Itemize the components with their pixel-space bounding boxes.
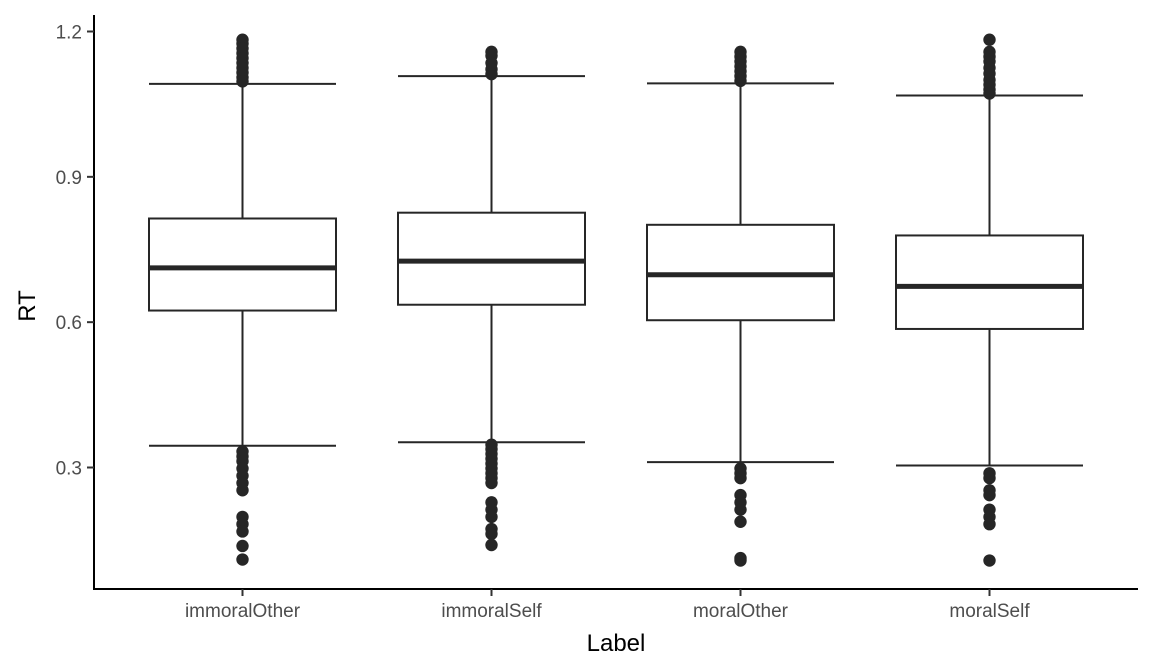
box-moralOther [646, 45, 835, 567]
x-axis-title: Label [587, 630, 646, 657]
y-tick-label: 0.6 [56, 313, 82, 334]
outlier-point [485, 538, 498, 552]
outlier-point [983, 517, 996, 531]
outlier-point [983, 87, 996, 100]
outlier-point [236, 525, 249, 538]
outlier-point [236, 553, 249, 566]
outlier-point [485, 67, 498, 81]
outlier-point [485, 476, 498, 490]
outlier-point [485, 510, 498, 524]
outlier-point [983, 488, 996, 502]
outlier-point [236, 75, 249, 88]
x-tick-label: immoralSelf [441, 601, 542, 622]
outlier-point [734, 74, 747, 88]
outlier-point [734, 554, 747, 567]
iqr-box [895, 234, 1084, 330]
x-tick-label: moralSelf [949, 601, 1030, 622]
iqr-box [148, 217, 337, 312]
x-tick-label: immoralOther [185, 601, 301, 622]
outlier-point [236, 539, 249, 553]
y-tick-label: 1.2 [56, 23, 82, 44]
outlier-point [983, 554, 996, 567]
outlier-point [983, 471, 996, 485]
y-axis-title: RT [14, 290, 41, 322]
outlier-point [734, 515, 747, 528]
boxes-layer [148, 33, 1084, 567]
box-immoralOther [148, 33, 337, 566]
box-moralSelf [895, 33, 1084, 567]
box-immoralSelf [397, 45, 586, 552]
outlier-point [983, 33, 996, 46]
x-tick-label: moralOther [693, 601, 789, 622]
outlier-point [734, 471, 747, 485]
axes-layer [93, 15, 1138, 590]
y-tick-label: 0.9 [56, 168, 82, 189]
outlier-point [485, 527, 498, 541]
y-tick-label: 0.3 [56, 459, 82, 480]
outlier-point [236, 484, 249, 497]
ticks-layer: 0.3 0.6 0.9 1.2 immoralOther immoralSelf moral… [56, 23, 1031, 623]
outlier-point [734, 503, 747, 516]
